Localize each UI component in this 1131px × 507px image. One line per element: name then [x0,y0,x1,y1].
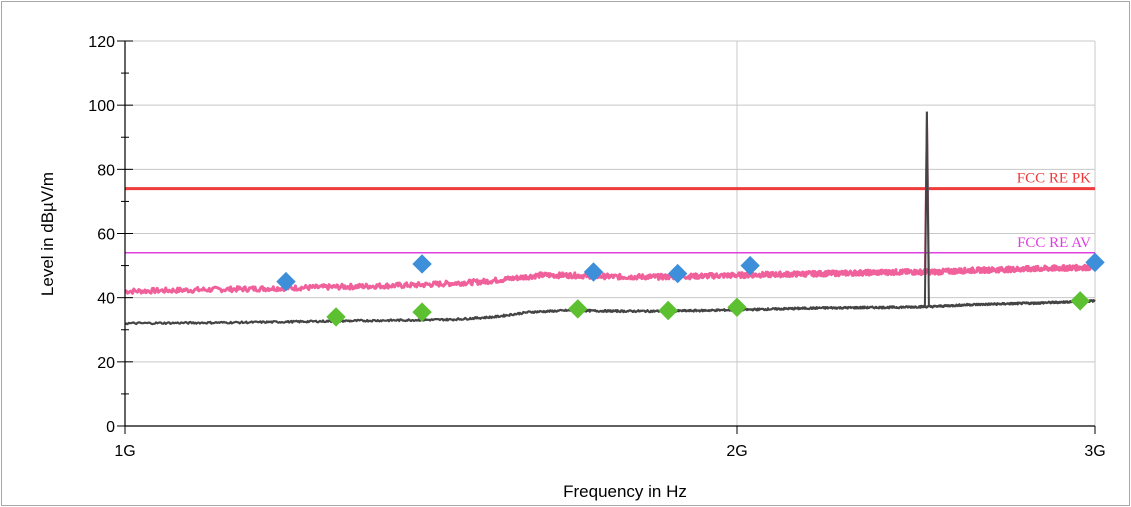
peak-marker [276,271,296,292]
average-marker [412,302,432,322]
x-tick-label: 2G [726,443,747,460]
peak-marker [740,255,760,276]
x-tick-label: 1G [114,443,135,460]
grid [124,40,1096,427]
peak-marker [667,263,688,284]
x-tick-label: 3G [1084,443,1105,460]
average-marker [658,300,678,321]
y-tick-label: 80 [97,162,115,179]
markers [276,252,1105,327]
peak-trace [124,263,1097,295]
average-marker [1070,291,1090,311]
average-marker [568,299,588,319]
series-traces [124,111,1097,326]
y-tick-label: 0 [106,419,115,436]
axes: 0 20 40 60 80 100 120 1G 2G 3G [88,34,1105,460]
average-marker [727,297,747,317]
x-axis-label: Frequency in Hz [563,482,687,501]
peak-marker [412,254,432,274]
limit-label: FCC RE PK [1017,171,1091,187]
y-tick-label: 20 [97,355,115,372]
peak-marker [583,262,604,282]
y-tick-label: 100 [88,98,115,115]
y-tick-label: 60 [97,227,115,244]
y-tick-label: 40 [97,291,115,308]
y-axis-label: Level in dBµV/m [38,172,57,296]
limit-lines: FCC RE PK FCC RE AV [125,171,1095,254]
limit-label: FCC RE AV [1017,235,1091,251]
peak-marker [1085,252,1105,273]
average-marker [326,307,346,327]
spike-trace [923,111,930,307]
average-trace [124,299,1096,326]
y-tick-label: 120 [88,34,115,51]
